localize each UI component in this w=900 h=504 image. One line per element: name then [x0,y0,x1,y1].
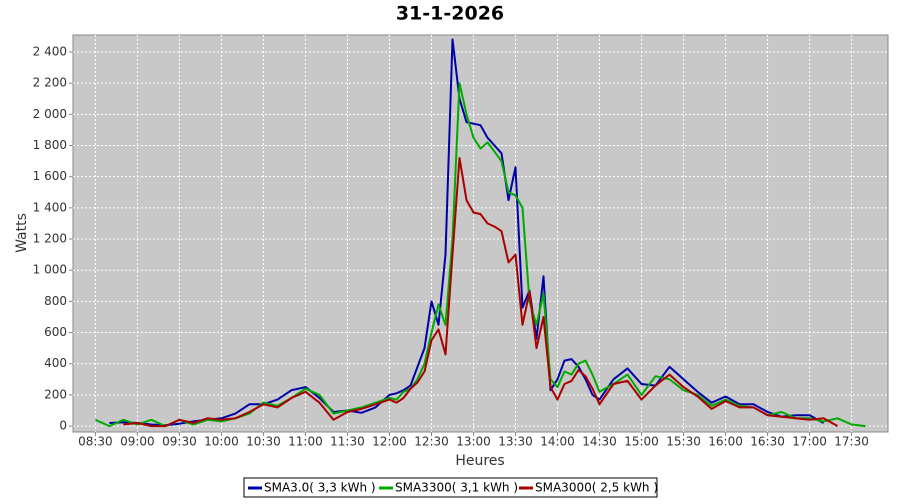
y-tick-label: 1 800 [33,138,67,152]
x-tick-label: 11:00 [288,435,323,449]
y-tick-label: 1 000 [33,263,67,277]
y-tick-label: 2 200 [33,76,67,90]
x-tick-label: 14:00 [540,435,575,449]
x-tick-label: 13:30 [498,435,533,449]
y-axis-label: Watts [14,213,30,253]
x-tick-label: 08:30 [78,435,113,449]
legend [243,477,658,498]
y-tick-label: 2 400 [33,44,67,58]
y-tick-label: 200 [44,387,67,401]
x-tick-label: 12:30 [414,435,449,449]
x-tick-label: 14:30 [582,435,617,449]
legend-label: SMA3300( 3,1 kWh ) [395,481,518,495]
y-tick-label: 400 [44,356,67,370]
x-tick-label: 13:00 [456,435,491,449]
x-tick-label: 09:00 [120,435,155,449]
x-tick-label: 15:00 [624,435,659,449]
x-tick-label: 09:30 [162,435,197,449]
x-tick-label: 12:00 [372,435,407,449]
plot-area [72,34,889,433]
x-tick-label: 11:30 [330,435,365,449]
y-tick-label: 1 400 [33,200,67,214]
x-tick-label: 17:00 [792,435,827,449]
y-tick-label: 600 [44,325,67,339]
x-tick-label: 16:30 [750,435,785,449]
y-tick-label: 2 000 [33,107,67,121]
y-tick-label: 1 600 [33,169,67,183]
x-tick-label: 10:00 [204,435,239,449]
y-tick-label: 800 [44,294,67,308]
x-tick-label: 17:30 [834,435,869,449]
x-tick-label: 16:00 [708,435,743,449]
x-axis-label: Heures [455,453,504,469]
series-line [123,157,839,428]
x-tick-label: 10:30 [246,435,281,449]
x-tick-label: 15:30 [666,435,701,449]
y-tick-label: 1 200 [33,232,67,246]
chart-title: 31-1-2026 [396,3,504,25]
legend-label: SMA3.0( 3,3 kWh ) [264,481,376,495]
y-tick-label: 0 [59,419,67,433]
legend-label: SMA3000( 2,5 kWh ) [535,481,658,495]
